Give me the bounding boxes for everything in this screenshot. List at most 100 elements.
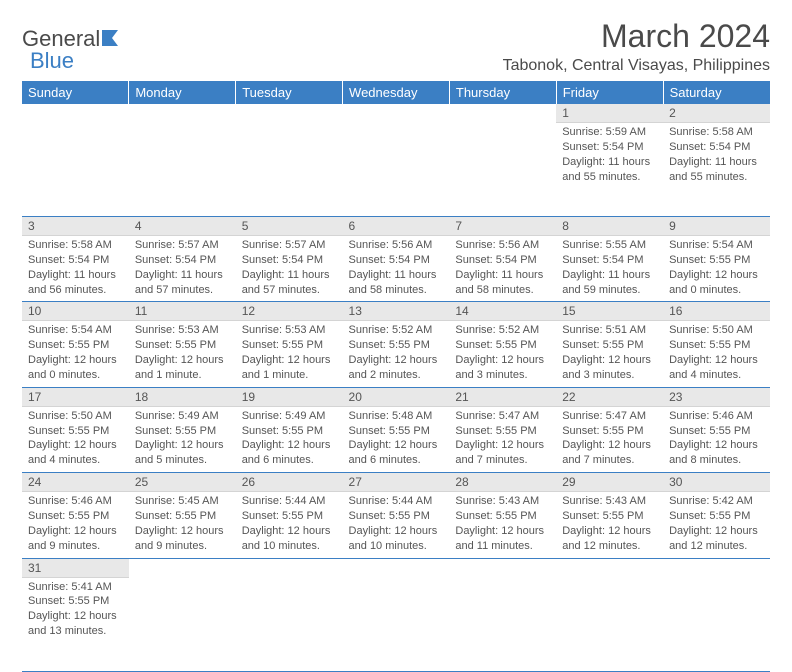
daylight-text: Daylight: 12 hours and 10 minutes. [349, 524, 444, 554]
daylight-text: Daylight: 11 hours and 58 minutes. [349, 268, 444, 298]
calendar-header-row: Sunday Monday Tuesday Wednesday Thursday… [22, 81, 770, 104]
calendar-day-cell: 12Sunrise: 5:53 AMSunset: 5:55 PMDayligh… [236, 302, 343, 387]
sunset-text: Sunset: 5:54 PM [349, 253, 444, 268]
day-details: Sunrise: 5:54 AMSunset: 5:55 PMDaylight:… [22, 321, 129, 386]
sunrise-text: Sunrise: 5:47 AM [455, 409, 550, 424]
calendar-day-cell: 24Sunrise: 5:46 AMSunset: 5:55 PMDayligh… [22, 473, 129, 558]
sunset-text: Sunset: 5:55 PM [349, 424, 444, 439]
daylight-text: Daylight: 12 hours and 6 minutes. [242, 438, 337, 468]
sunrise-text: Sunrise: 5:57 AM [135, 238, 230, 253]
calendar-week-row: 17Sunrise: 5:50 AMSunset: 5:55 PMDayligh… [22, 387, 770, 472]
daylight-text: Daylight: 12 hours and 11 minutes. [455, 524, 550, 554]
sunset-text: Sunset: 5:55 PM [669, 338, 764, 353]
sunrise-text: Sunrise: 5:49 AM [242, 409, 337, 424]
calendar-day-cell: 10Sunrise: 5:54 AMSunset: 5:55 PMDayligh… [22, 302, 129, 387]
daylight-text: Daylight: 12 hours and 7 minutes. [455, 438, 550, 468]
sunrise-text: Sunrise: 5:47 AM [562, 409, 657, 424]
day-number: 22 [556, 388, 663, 407]
day-number: 7 [449, 217, 556, 236]
daylight-text: Daylight: 12 hours and 9 minutes. [135, 524, 230, 554]
calendar-day-cell: 6Sunrise: 5:56 AMSunset: 5:54 PMDaylight… [343, 217, 450, 302]
sunrise-text: Sunrise: 5:54 AM [28, 323, 123, 338]
calendar-day-cell: 4Sunrise: 5:57 AMSunset: 5:54 PMDaylight… [129, 217, 236, 302]
calendar-day-cell: 29Sunrise: 5:43 AMSunset: 5:55 PMDayligh… [556, 473, 663, 558]
day-details: Sunrise: 5:44 AMSunset: 5:55 PMDaylight:… [343, 492, 450, 557]
day-details: Sunrise: 5:42 AMSunset: 5:55 PMDaylight:… [663, 492, 770, 557]
day-details: Sunrise: 5:49 AMSunset: 5:55 PMDaylight:… [129, 407, 236, 472]
daylight-text: Daylight: 12 hours and 12 minutes. [562, 524, 657, 554]
day-number: 20 [343, 388, 450, 407]
day-number: 13 [343, 302, 450, 321]
day-details: Sunrise: 5:58 AMSunset: 5:54 PMDaylight:… [663, 123, 770, 188]
calendar-day-cell [449, 558, 556, 671]
sunset-text: Sunset: 5:55 PM [28, 509, 123, 524]
sunrise-text: Sunrise: 5:44 AM [242, 494, 337, 509]
weekday-header: Saturday [663, 81, 770, 104]
sunrise-text: Sunrise: 5:46 AM [669, 409, 764, 424]
calendar-day-cell: 3Sunrise: 5:58 AMSunset: 5:54 PMDaylight… [22, 217, 129, 302]
weekday-header: Wednesday [343, 81, 450, 104]
sunrise-text: Sunrise: 5:53 AM [242, 323, 337, 338]
calendar-day-cell: 13Sunrise: 5:52 AMSunset: 5:55 PMDayligh… [343, 302, 450, 387]
daylight-text: Daylight: 12 hours and 12 minutes. [669, 524, 764, 554]
sunrise-text: Sunrise: 5:44 AM [349, 494, 444, 509]
calendar-day-cell: 26Sunrise: 5:44 AMSunset: 5:55 PMDayligh… [236, 473, 343, 558]
day-number: 31 [22, 559, 129, 578]
calendar-week-row: 24Sunrise: 5:46 AMSunset: 5:55 PMDayligh… [22, 473, 770, 558]
day-number: 30 [663, 473, 770, 492]
daylight-text: Daylight: 12 hours and 3 minutes. [562, 353, 657, 383]
day-details: Sunrise: 5:44 AMSunset: 5:55 PMDaylight:… [236, 492, 343, 557]
daylight-text: Daylight: 11 hours and 56 minutes. [28, 268, 123, 298]
day-number: 10 [22, 302, 129, 321]
daylight-text: Daylight: 12 hours and 10 minutes. [242, 524, 337, 554]
sunset-text: Sunset: 5:55 PM [349, 338, 444, 353]
day-details: Sunrise: 5:54 AMSunset: 5:55 PMDaylight:… [663, 236, 770, 301]
day-number: 12 [236, 302, 343, 321]
day-details: Sunrise: 5:53 AMSunset: 5:55 PMDaylight:… [236, 321, 343, 386]
day-number: 17 [22, 388, 129, 407]
location-text: Tabonok, Central Visayas, Philippines [503, 57, 770, 75]
sunrise-text: Sunrise: 5:56 AM [349, 238, 444, 253]
sunrise-text: Sunrise: 5:51 AM [562, 323, 657, 338]
day-details: Sunrise: 5:52 AMSunset: 5:55 PMDaylight:… [449, 321, 556, 386]
daylight-text: Daylight: 12 hours and 4 minutes. [669, 353, 764, 383]
sunrise-text: Sunrise: 5:43 AM [562, 494, 657, 509]
sunrise-text: Sunrise: 5:52 AM [349, 323, 444, 338]
calendar-day-cell: 11Sunrise: 5:53 AMSunset: 5:55 PMDayligh… [129, 302, 236, 387]
sunset-text: Sunset: 5:55 PM [669, 253, 764, 268]
day-number: 9 [663, 217, 770, 236]
day-number: 19 [236, 388, 343, 407]
day-number: 24 [22, 473, 129, 492]
sunrise-text: Sunrise: 5:54 AM [669, 238, 764, 253]
day-details: Sunrise: 5:59 AMSunset: 5:54 PMDaylight:… [556, 123, 663, 188]
daylight-text: Daylight: 12 hours and 6 minutes. [349, 438, 444, 468]
daylight-text: Daylight: 12 hours and 3 minutes. [455, 353, 550, 383]
weekday-header: Sunday [22, 81, 129, 104]
sunset-text: Sunset: 5:55 PM [455, 338, 550, 353]
daylight-text: Daylight: 11 hours and 58 minutes. [455, 268, 550, 298]
sunset-text: Sunset: 5:55 PM [242, 509, 337, 524]
sunset-text: Sunset: 5:54 PM [242, 253, 337, 268]
calendar-week-row: 31Sunrise: 5:41 AMSunset: 5:55 PMDayligh… [22, 558, 770, 671]
logo-text-blue: Blue [30, 48, 74, 74]
day-number: 21 [449, 388, 556, 407]
sunrise-text: Sunrise: 5:42 AM [669, 494, 764, 509]
sunrise-text: Sunrise: 5:50 AM [28, 409, 123, 424]
daylight-text: Daylight: 11 hours and 57 minutes. [135, 268, 230, 298]
sunset-text: Sunset: 5:55 PM [562, 509, 657, 524]
sunset-text: Sunset: 5:55 PM [28, 594, 123, 609]
calendar-day-cell [129, 104, 236, 217]
calendar-day-cell: 2Sunrise: 5:58 AMSunset: 5:54 PMDaylight… [663, 104, 770, 217]
day-number: 15 [556, 302, 663, 321]
daylight-text: Daylight: 12 hours and 1 minute. [135, 353, 230, 383]
day-number: 1 [556, 104, 663, 123]
sunset-text: Sunset: 5:55 PM [242, 424, 337, 439]
sunset-text: Sunset: 5:55 PM [242, 338, 337, 353]
day-number: 14 [449, 302, 556, 321]
calendar-body: 1Sunrise: 5:59 AMSunset: 5:54 PMDaylight… [22, 104, 770, 671]
sunrise-text: Sunrise: 5:41 AM [28, 580, 123, 595]
sunset-text: Sunset: 5:54 PM [562, 140, 657, 155]
calendar-day-cell [343, 104, 450, 217]
day-details: Sunrise: 5:58 AMSunset: 5:54 PMDaylight:… [22, 236, 129, 301]
daylight-text: Daylight: 12 hours and 4 minutes. [28, 438, 123, 468]
